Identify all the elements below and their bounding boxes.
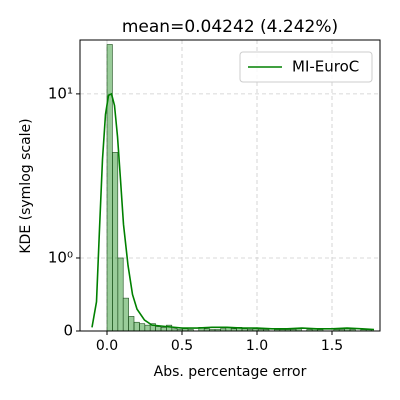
x-tick-label: 0.5 xyxy=(171,338,193,354)
kde-line xyxy=(91,92,375,331)
histogram-bar xyxy=(133,321,140,332)
y-axis-label: KDE (symlog scale) xyxy=(18,118,34,253)
y-tick-label: 10⁰ xyxy=(48,248,73,266)
histogram-bar xyxy=(128,316,135,332)
y-tick-label: 0 xyxy=(63,322,73,340)
legend-box xyxy=(239,51,373,83)
histogram-bar xyxy=(106,44,113,332)
histogram-bar xyxy=(155,326,162,332)
x-axis-label: Abs. percentage error xyxy=(154,364,307,380)
chart-title: mean=0.04242 (4.242%) xyxy=(122,17,338,37)
y-tick-label: 10¹ xyxy=(48,84,73,102)
legend-label: MI-EuroC xyxy=(292,58,359,76)
histogram-bar xyxy=(117,257,124,332)
x-tick-label: 1.5 xyxy=(321,338,343,354)
histogram-bar xyxy=(160,327,167,332)
x-tick-label: 0.0 xyxy=(96,338,118,354)
histogram-bar xyxy=(144,324,151,332)
histogram-bar xyxy=(139,323,146,332)
histogram-bar xyxy=(122,297,129,332)
histogram-bar xyxy=(112,152,119,332)
x-tick-label: 1.0 xyxy=(246,338,268,354)
axes-frame xyxy=(79,39,381,332)
